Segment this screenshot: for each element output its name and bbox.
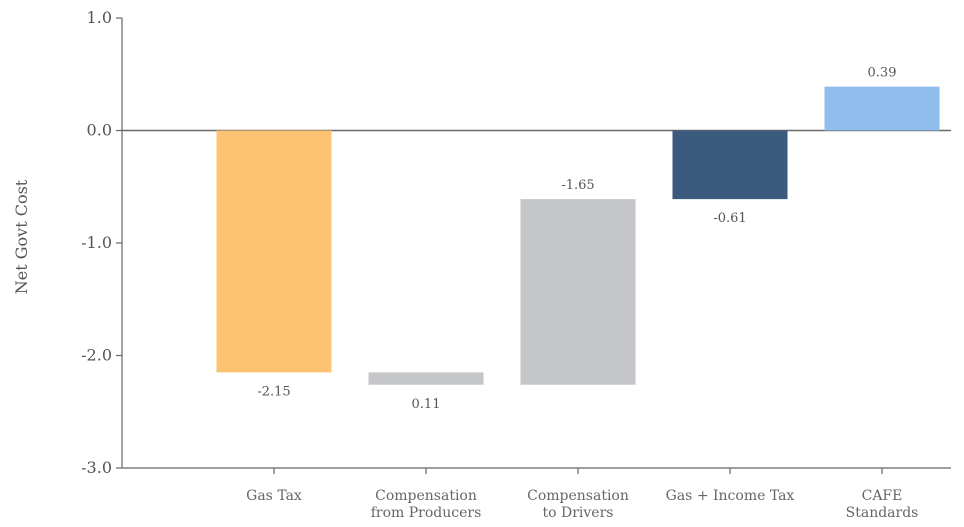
category-labels: Gas Tax Compensation from ProducersCompens… [246, 488, 918, 521]
data-label: 0.39 [868, 66, 897, 81]
category-label-line: Standards [846, 505, 919, 521]
axes: 1.0 0.0 -1.0 -2.0 -3.0 [81, 8, 951, 477]
y-tick-label: 1.0 [87, 8, 112, 27]
y-tick-label: -3.0 [81, 458, 112, 477]
category-label-line: Gas + Income Tax [666, 488, 795, 504]
category-label: CAFE Standards [846, 488, 919, 521]
y-axis-title: Net Govt Cost [12, 179, 31, 294]
category-label: Compensation from Producers [371, 488, 482, 521]
data-label: -2.15 [257, 384, 290, 399]
category-label-line: to Drivers [543, 505, 614, 521]
y-tick-label: -2.0 [81, 346, 112, 365]
category-label: Gas Tax [246, 488, 302, 504]
data-labels: -2.15 0.11 -1.65 -0.61 0.39 [257, 66, 896, 412]
bar [672, 130, 788, 200]
category-label: Gas + Income Tax [666, 488, 795, 504]
data-label: -1.65 [561, 178, 594, 193]
bar [216, 130, 332, 373]
category-label-line: from Producers [371, 505, 482, 521]
bars [216, 86, 940, 385]
category-label-line: Gas Tax [246, 488, 302, 504]
category-label-line: Compensation [375, 488, 477, 504]
bar [520, 199, 636, 385]
category-label: Compensation to Drivers [527, 488, 629, 521]
bar [368, 372, 484, 385]
data-label: 0.11 [412, 397, 441, 412]
bar [824, 86, 940, 131]
data-label: -0.61 [713, 211, 746, 226]
y-tick-label: -1.0 [81, 233, 112, 252]
y-tick-label: 0.0 [87, 121, 112, 140]
category-label-line: CAFE [862, 488, 903, 504]
category-label-line: Compensation [527, 488, 629, 504]
